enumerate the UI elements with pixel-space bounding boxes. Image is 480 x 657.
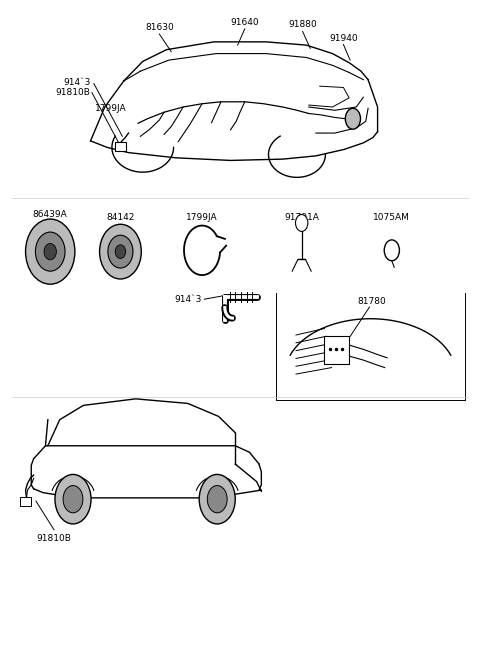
Text: 1799JA: 1799JA <box>95 104 127 114</box>
FancyBboxPatch shape <box>20 497 31 507</box>
Text: 91640: 91640 <box>230 18 259 27</box>
FancyBboxPatch shape <box>324 336 349 364</box>
Ellipse shape <box>44 244 56 260</box>
Ellipse shape <box>108 235 133 268</box>
Text: 81630: 81630 <box>145 23 174 32</box>
Text: 91791A: 91791A <box>284 213 319 221</box>
Text: 914`3: 914`3 <box>174 295 202 304</box>
Ellipse shape <box>25 219 75 284</box>
Text: 91810B: 91810B <box>36 533 72 543</box>
FancyBboxPatch shape <box>115 141 126 150</box>
Ellipse shape <box>36 232 65 271</box>
Circle shape <box>55 474 91 524</box>
Text: 81780: 81780 <box>358 297 386 306</box>
Text: 1075AM: 1075AM <box>373 213 410 221</box>
Circle shape <box>296 214 308 231</box>
Ellipse shape <box>99 224 141 279</box>
Text: 91810B: 91810B <box>56 88 91 97</box>
Text: 91940: 91940 <box>329 34 358 43</box>
Circle shape <box>207 486 227 513</box>
Text: 84142: 84142 <box>106 214 134 222</box>
Circle shape <box>384 240 399 261</box>
Circle shape <box>63 486 83 513</box>
Circle shape <box>199 474 235 524</box>
Ellipse shape <box>115 245 126 258</box>
Text: 914`3: 914`3 <box>63 78 91 87</box>
Text: 86439A: 86439A <box>33 210 68 219</box>
Text: 91880: 91880 <box>288 20 317 30</box>
Text: 1799JA: 1799JA <box>186 213 218 221</box>
Circle shape <box>345 108 360 129</box>
